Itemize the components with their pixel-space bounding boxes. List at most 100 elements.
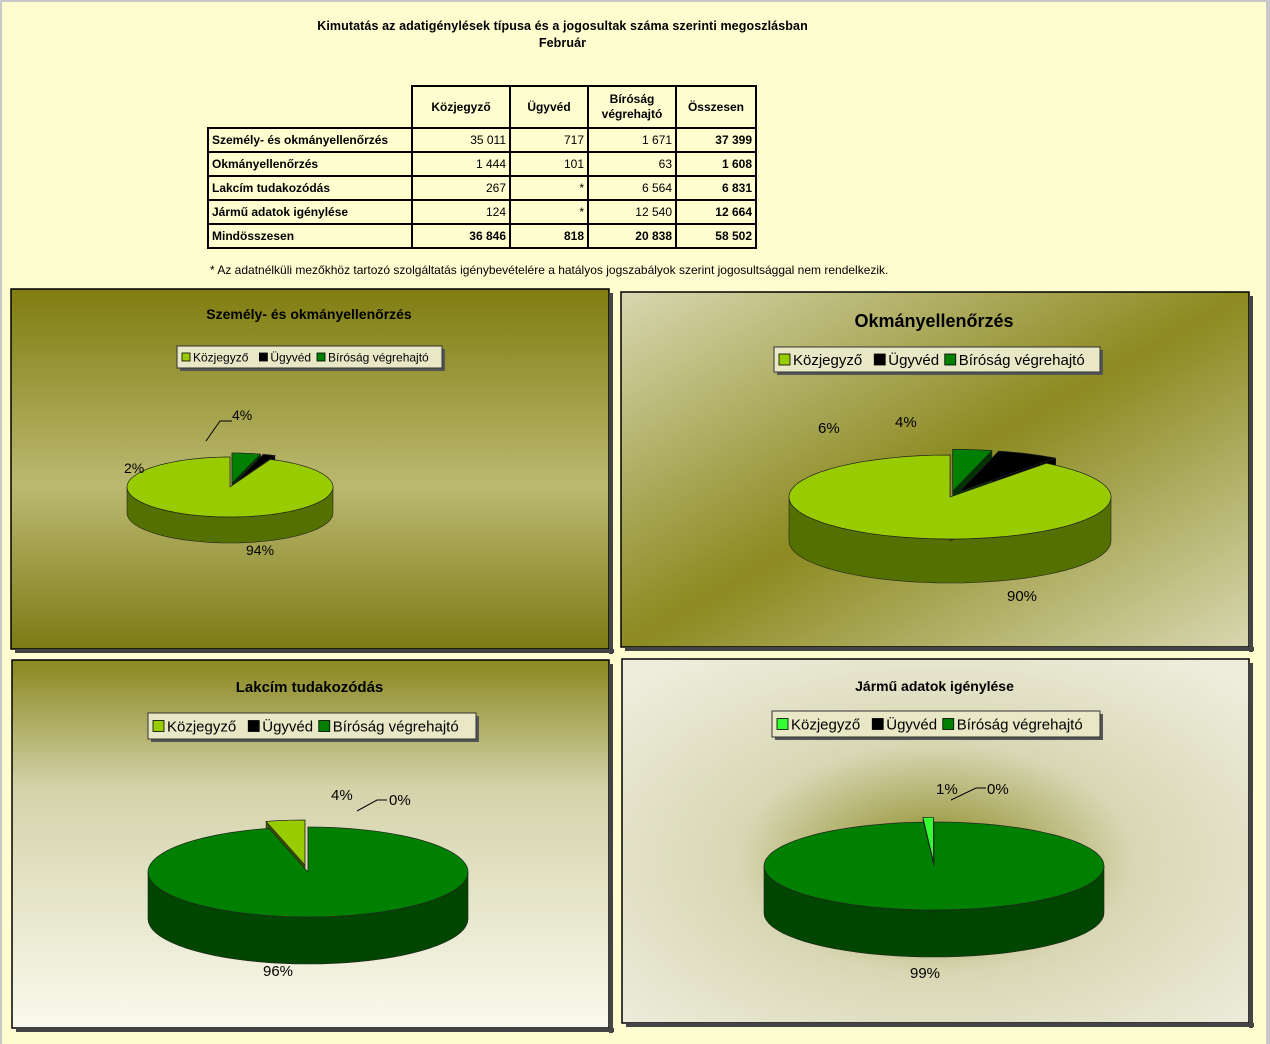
legend-label: Közjegyző: [193, 350, 249, 364]
table-cell: 6 831: [675, 175, 757, 201]
row-label: Jármű adatok igénylése: [207, 199, 413, 225]
chart-title: Jármű adatok igénylése: [855, 678, 1014, 694]
header-kozjegyzo: Közjegyző: [411, 85, 511, 129]
data-label: 4%: [232, 407, 252, 423]
table-cell: 36 846: [411, 223, 511, 249]
pie-slice: [788, 454, 1112, 540]
data-label: 4%: [895, 414, 917, 431]
data-label: 4%: [331, 787, 353, 804]
chart-szemely-okmany[interactable]: Személy- és okmányellenőrzés Közjegyző Ügy…: [10, 288, 614, 654]
table-cell: 267: [411, 175, 511, 201]
table-cell: 717: [509, 127, 589, 153]
chart-shadow-right: [609, 664, 613, 1033]
legend-box: [771, 710, 1101, 738]
legend-box: [176, 345, 443, 369]
chart-title: Okmányellenőrzés: [854, 311, 1013, 331]
pie-slice: [952, 448, 993, 493]
summary-table: Közjegyző Ügyvéd Bíróság végrehajtó Össz…: [207, 85, 757, 249]
legend-swatch: [942, 718, 955, 730]
table-corner: [208, 86, 412, 128]
table-cell: 12 540: [587, 199, 677, 225]
legend-swatch: [258, 352, 268, 362]
chart-shadow-bottom: [16, 1028, 614, 1032]
pie-slice: [265, 819, 306, 866]
legend-label: Ügyvéd: [270, 350, 311, 364]
label-leader-line: [356, 799, 387, 812]
pie-slice: [763, 821, 1105, 911]
table-cell: 124: [411, 199, 511, 225]
table-cell: 58 502: [675, 223, 757, 249]
legend-swatch: [776, 718, 789, 730]
chart-lakcim[interactable]: Lakcím tudakozódás Közjegyző Ügyvéd Bíróság…: [11, 659, 614, 1033]
chart-okmany[interactable]: Okmányellenőrzés Közjegyző Ügyvéd Bíróság v…: [620, 291, 1254, 652]
pie-slice: [126, 456, 334, 518]
table-header-row: Közjegyző Ügyvéd Bíróság végrehajtó Össz…: [208, 85, 757, 129]
table-cell: 1 608: [675, 151, 757, 177]
legend-label: Bíróság végrehajtó: [328, 350, 429, 364]
data-label: 0%: [987, 781, 1009, 798]
window-top-edge: [0, 0, 1270, 2]
table-cell: 63: [587, 151, 677, 177]
legend-swatch: [871, 718, 884, 730]
chart-shadow-bottom: [626, 1023, 1254, 1027]
table-cell: *: [509, 175, 589, 201]
table-row: Jármű adatok igénylése 124 * 12 540 12 6…: [207, 199, 757, 225]
header-birosag: Bíróság végrehajtó: [587, 85, 677, 129]
pie-slice: [234, 453, 276, 484]
data-label: 94%: [246, 542, 274, 558]
chart-shadow-bottom: [15, 649, 614, 653]
label-leader-line: [205, 420, 232, 442]
table-cell: 818: [509, 223, 589, 249]
data-label: 0%: [389, 792, 411, 809]
pie-chart-svg: Személy- és okmányellenőrzés Közjegyző Ügy…: [10, 288, 614, 654]
window-right-edge: [1266, 0, 1270, 1044]
legend-box: [773, 346, 1101, 373]
pie-slice: [959, 450, 1056, 493]
legend-box: [147, 712, 477, 740]
chart-title: Személy- és okmányellenőrzés: [206, 306, 412, 322]
table-row: Lakcím tudakozódás 267 * 6 564 6 831: [207, 175, 757, 201]
table-cell: *: [509, 199, 589, 225]
pie-chart-svg: Okmányellenőrzés Közjegyző Ügyvéd Bíróság v…: [620, 291, 1254, 652]
legend-swatch: [318, 720, 331, 732]
legend-swatch: [247, 720, 260, 732]
legend-swatch: [181, 352, 191, 362]
table-cell: 35 011: [411, 127, 511, 153]
chart-jarmu[interactable]: Jármű adatok igénylése Közjegyző Ügyvéd Bír…: [621, 658, 1254, 1028]
table-cell: 101: [509, 151, 589, 177]
table-cell: 37 399: [675, 127, 757, 153]
table-cell: 1 444: [411, 151, 511, 177]
title-line-1: Kimutatás az adatigénylések típusa és a …: [317, 19, 808, 33]
data-label: 90%: [1007, 588, 1037, 605]
chart-shadow-right: [609, 293, 613, 654]
label-leader-line: [950, 787, 986, 801]
footnote: * Az adatnélküli mezőkhöz tartozó szolgá…: [210, 263, 889, 277]
row-label: Személy- és okmányellenőrzés: [207, 127, 413, 153]
header-ugyved: Ügyvéd: [509, 85, 589, 129]
data-label: 1%: [936, 781, 958, 798]
title-line-2: Február: [538, 36, 587, 50]
chart-title: Lakcím tudakozódás: [236, 679, 384, 696]
chart-shadow-right: [1249, 296, 1253, 652]
legend-swatch: [873, 353, 886, 366]
legend-label: Ügyvéd: [888, 351, 939, 369]
table-row: Okmányellenőrzés 1 444 101 63 1 608: [207, 151, 757, 177]
pie-slice: [922, 816, 934, 862]
legend-swatch: [152, 720, 165, 732]
table-cell: 6 564: [587, 175, 677, 201]
table-cell: 1 671: [587, 127, 677, 153]
legend-swatch: [316, 352, 326, 362]
legend-swatch: [778, 353, 791, 366]
legend-label: Közjegyző: [793, 352, 862, 369]
legend-label: Bíróság végrehajtó: [333, 718, 459, 735]
legend-label: Bíróság végrehajtó: [959, 352, 1085, 369]
data-label: 99%: [910, 965, 940, 982]
table-cell: 12 664: [675, 199, 757, 225]
table-cell: 20 838: [587, 223, 677, 249]
pie-chart-svg: Jármű adatok igénylése Közjegyző Ügyvéd Bír…: [621, 658, 1254, 1028]
legend-label: Közjegyző: [167, 718, 236, 735]
legend-label: Bíróság végrehajtó: [957, 716, 1083, 733]
legend-label: Ügyvéd: [262, 717, 313, 735]
table-row: Személy- és okmányellenőrzés 35 011 717 …: [207, 127, 757, 153]
chart-shadow-right: [1249, 663, 1253, 1028]
